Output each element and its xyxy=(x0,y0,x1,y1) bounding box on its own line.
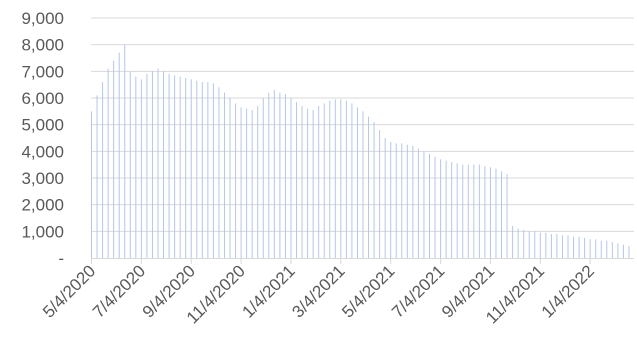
y-tick-label: 4,000 xyxy=(21,142,64,161)
y-tick-label: 9,000 xyxy=(21,9,64,28)
y-axis-tick-labels: - 1,000 2,000 3,000 4,000 5,000 6,000 7,000 8,00… xyxy=(21,9,64,268)
x-tick-label: 5/4/2021 xyxy=(338,261,398,321)
x-tick-label: 5/4/2020 xyxy=(39,261,99,321)
y-tick-label: 1,000 xyxy=(21,222,64,241)
y-tick-label: 7,000 xyxy=(21,62,64,81)
y-tick-label: - xyxy=(58,249,64,268)
x-tick-label: 1/4/2022 xyxy=(538,261,598,321)
x-tick-label: 3/4/2021 xyxy=(288,261,348,321)
y-tick-label: 5,000 xyxy=(21,116,64,135)
bar-series xyxy=(91,44,630,258)
y-tick-label: 6,000 xyxy=(21,89,64,108)
x-axis-tick-labels: 5/4/20207/4/20209/4/202011/4/20201/4/202… xyxy=(39,258,598,327)
x-tick-label: 7/4/2021 xyxy=(388,261,448,321)
y-tick-label: 3,000 xyxy=(21,169,64,188)
y-tick-label: 8,000 xyxy=(21,36,64,55)
y-tick-label: 2,000 xyxy=(21,196,64,215)
x-tick-label: 7/4/2020 xyxy=(89,261,149,321)
x-tick-label: 1/4/2021 xyxy=(239,261,299,321)
